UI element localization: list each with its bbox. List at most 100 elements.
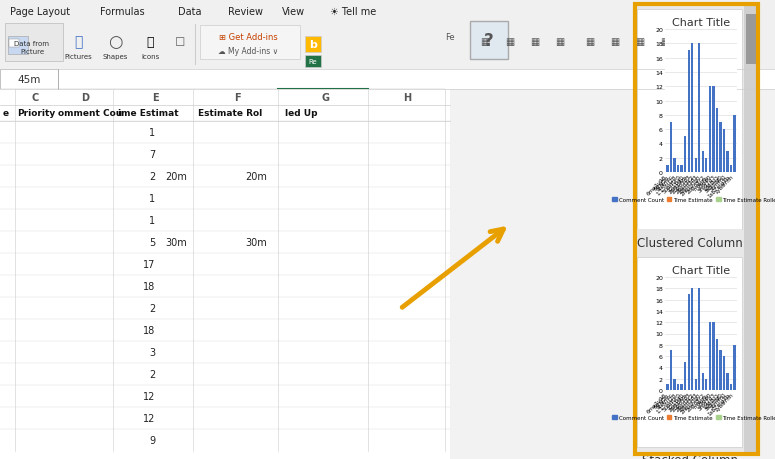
Text: ○: ○ [108, 33, 122, 51]
Bar [115, 90, 195, 106]
Bar [16, 167, 111, 187]
Text: ▦: ▦ [636, 37, 645, 47]
Text: 18: 18 [143, 325, 155, 335]
Bar [16, 364, 111, 384]
Bar [673, 158, 676, 173]
Text: 2: 2 [149, 369, 155, 379]
Bar [726, 151, 728, 173]
Bar [16, 254, 111, 274]
Bar [0, 90, 450, 459]
Bar [0, 363, 450, 385]
Text: HIGH: HIGH [50, 304, 76, 313]
Bar [698, 44, 701, 173]
Text: Icons: Icons [141, 54, 159, 60]
Bar [723, 130, 725, 173]
Text: G: G [321, 93, 329, 103]
Text: NORMAL: NORMAL [41, 392, 85, 401]
Bar [15, 90, 55, 106]
Bar [716, 108, 718, 173]
Bar [708, 323, 711, 390]
Bar [677, 385, 679, 390]
Text: 20m: 20m [245, 172, 267, 182]
Bar [16, 276, 111, 297]
Bar [0, 253, 450, 275]
Text: Review: Review [228, 7, 263, 17]
Bar [16, 386, 111, 406]
Bar [0, 0, 775, 70]
Text: NORMAL: NORMAL [41, 150, 85, 159]
Text: NORMAL: NORMAL [41, 369, 85, 379]
Bar [195, 90, 280, 106]
Bar [716, 339, 718, 390]
Bar [670, 351, 672, 390]
Text: ▦: ▦ [685, 37, 694, 47]
Bar [8, 37, 28, 55]
Bar [666, 166, 669, 173]
Bar [0, 231, 450, 253]
Bar [701, 151, 704, 173]
Text: ▦: ▦ [530, 37, 539, 47]
Bar [670, 123, 672, 173]
Bar [0, 70, 58, 90]
Bar [280, 90, 370, 106]
Bar [712, 323, 715, 390]
Text: 20m: 20m [165, 172, 187, 182]
Bar [637, 257, 742, 447]
Bar [0, 407, 450, 429]
Bar [370, 90, 445, 106]
Bar [733, 116, 735, 173]
Text: Data: Data [178, 7, 202, 17]
Bar [0, 429, 450, 451]
Text: ▦: ▦ [611, 37, 620, 47]
Text: ▦: ▦ [505, 37, 515, 47]
Text: ▦: ▦ [585, 37, 594, 47]
Text: ◻: ◻ [175, 35, 185, 48]
Bar [0, 341, 450, 363]
Bar [730, 385, 732, 390]
Text: led Up: led Up [285, 109, 318, 118]
Bar [687, 294, 690, 390]
Text: NORMAL: NORMAL [41, 414, 85, 423]
Text: F: F [234, 93, 241, 103]
Bar [666, 385, 669, 390]
Text: NORMAL: NORMAL [41, 128, 85, 137]
Bar [687, 51, 690, 173]
Bar [200, 26, 300, 60]
Text: NORMAL: NORMAL [41, 348, 85, 357]
Bar [637, 230, 742, 257]
Bar [0, 70, 775, 90]
Bar [16, 430, 111, 450]
Text: 45m: 45m [17, 75, 40, 85]
Bar [705, 379, 708, 390]
Bar [0, 90, 15, 106]
Text: Pictures: Pictures [64, 54, 92, 60]
Bar [730, 166, 732, 173]
Bar [305, 56, 321, 68]
Text: Stacked Column: Stacked Column [642, 453, 738, 459]
Text: 🏔: 🏔 [74, 35, 82, 49]
Text: 2: 2 [149, 303, 155, 313]
Bar [16, 298, 111, 318]
Text: 🌿: 🌿 [146, 35, 153, 48]
Bar [0, 210, 450, 231]
Bar [16, 233, 111, 252]
Text: 1: 1 [149, 216, 155, 225]
Bar [0, 122, 450, 144]
Bar [712, 87, 715, 173]
Legend: Comment Count, Time Estimate, Time Estimate Rolled Up: Comment Count, Time Estimate, Time Estim… [610, 196, 775, 205]
Bar [470, 22, 508, 60]
Bar [680, 385, 683, 390]
Text: Page Layout: Page Layout [10, 7, 70, 17]
Bar [733, 345, 735, 390]
Text: 2: 2 [149, 172, 155, 182]
Text: 12: 12 [143, 391, 155, 401]
Bar [694, 158, 697, 173]
Bar [680, 166, 683, 173]
Text: NORMAL: NORMAL [41, 194, 85, 203]
Bar [691, 289, 694, 390]
Text: E: E [152, 93, 158, 103]
Bar [16, 123, 111, 143]
Text: Re: Re [308, 59, 317, 65]
Bar [16, 189, 111, 208]
Bar [705, 158, 708, 173]
